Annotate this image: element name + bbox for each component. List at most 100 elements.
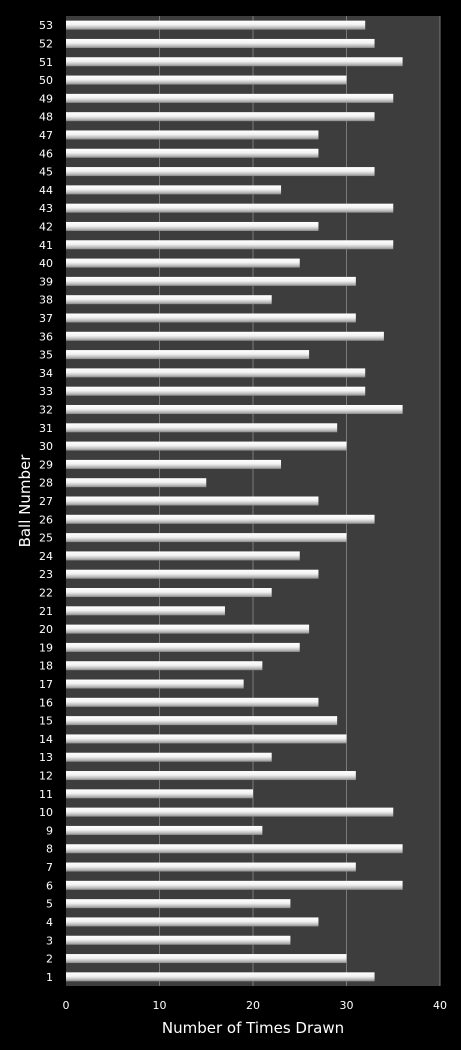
y-tick-label-53: 53 (39, 19, 53, 32)
y-tick-label-2: 2 (46, 953, 53, 966)
bar-ball-43 (66, 203, 394, 213)
bar-ball-20 (66, 624, 310, 634)
bar-ball-25 (66, 533, 347, 543)
bar-ball-12 (66, 771, 356, 781)
bar-ball-48 (66, 112, 375, 122)
y-tick-label-46: 46 (39, 147, 53, 160)
bar-ball-21 (66, 606, 225, 616)
y-tick-label-39: 39 (39, 275, 53, 288)
bar-ball-44 (66, 185, 282, 195)
x-tick-label-20: 20 (246, 999, 260, 1012)
bar-ball-2 (66, 954, 347, 964)
bar-ball-37 (66, 313, 356, 323)
x-tick-label-40: 40 (433, 999, 447, 1012)
bar-ball-19 (66, 642, 300, 652)
y-tick-label-50: 50 (39, 74, 53, 87)
y-tick-label-19: 19 (39, 641, 53, 654)
y-tick-label-16: 16 (39, 696, 53, 709)
bars (66, 20, 403, 982)
bar-ball-50 (66, 75, 347, 85)
x-tick-label-10: 10 (153, 999, 167, 1012)
y-tick-label-25: 25 (39, 532, 53, 545)
y-tick-label-34: 34 (39, 367, 53, 380)
y-tick-label-18: 18 (39, 660, 53, 673)
y-tick-label-21: 21 (39, 605, 53, 618)
y-tick-label-30: 30 (39, 440, 53, 453)
bar-ball-33 (66, 386, 366, 396)
y-tick-label-12: 12 (39, 770, 53, 783)
y-tick-label-6: 6 (46, 879, 53, 892)
y-tick-label-5: 5 (46, 898, 53, 911)
bar-ball-40 (66, 258, 300, 268)
bar-ball-52 (66, 38, 375, 48)
bar-ball-38 (66, 295, 272, 305)
y-tick-label-26: 26 (39, 513, 53, 526)
y-tick-label-47: 47 (39, 129, 53, 142)
y-tick-label-13: 13 (39, 751, 53, 764)
y-tick-label-9: 9 (46, 824, 53, 837)
bar-ball-29 (66, 459, 282, 469)
bar-ball-28 (66, 478, 207, 488)
bar-ball-26 (66, 514, 375, 524)
bar-ball-22 (66, 588, 272, 598)
y-tick-label-32: 32 (39, 403, 53, 416)
y-tick-label-42: 42 (39, 220, 53, 233)
y-tick-label-20: 20 (39, 623, 53, 636)
y-tick-label-33: 33 (39, 385, 53, 398)
y-tick-label-43: 43 (39, 202, 53, 215)
bar-ball-35 (66, 350, 310, 360)
bar-ball-46 (66, 148, 319, 158)
bar-ball-8 (66, 844, 403, 854)
y-tick-label-51: 51 (39, 56, 53, 69)
y-tick-label-36: 36 (39, 330, 53, 343)
bar-ball-30 (66, 441, 347, 451)
y-tick-label-22: 22 (39, 587, 53, 600)
y-tick-label-48: 48 (39, 111, 53, 124)
y-tick-label-17: 17 (39, 678, 53, 691)
bar-ball-11 (66, 789, 253, 799)
bar-ball-5 (66, 899, 291, 909)
y-tick-label-29: 29 (39, 458, 53, 471)
bar-ball-51 (66, 57, 403, 67)
bar-ball-6 (66, 880, 403, 890)
bar-ball-34 (66, 368, 366, 378)
bar-ball-47 (66, 130, 319, 140)
y-tick-label-28: 28 (39, 477, 53, 490)
bar-ball-42 (66, 221, 319, 231)
bar-ball-39 (66, 276, 356, 286)
bar-ball-45 (66, 167, 375, 177)
bar-ball-31 (66, 423, 338, 433)
y-tick-labels: 1234567891011121314151617181920212223242… (39, 19, 53, 984)
y-tick-label-44: 44 (39, 184, 53, 197)
y-tick-label-31: 31 (39, 422, 53, 435)
bar-ball-4 (66, 917, 319, 927)
bar-ball-49 (66, 93, 394, 103)
y-tick-label-4: 4 (46, 916, 53, 929)
y-tick-label-14: 14 (39, 733, 53, 746)
bar-ball-18 (66, 661, 263, 671)
x-tick-labels: 0 10 20 30 40 (63, 999, 448, 1012)
bar-ball-36 (66, 331, 384, 341)
bar-ball-24 (66, 551, 300, 561)
y-tick-label-11: 11 (39, 788, 53, 801)
y-tick-label-27: 27 (39, 495, 53, 508)
bar-ball-17 (66, 679, 244, 689)
bar-ball-14 (66, 734, 347, 744)
bar-ball-32 (66, 404, 403, 414)
bar-ball-53 (66, 20, 366, 30)
y-tick-label-52: 52 (39, 37, 53, 50)
bar-ball-15 (66, 716, 338, 726)
bar-ball-10 (66, 807, 394, 817)
x-tick-label-30: 30 (340, 999, 354, 1012)
bar-ball-41 (66, 240, 394, 250)
y-tick-label-24: 24 (39, 550, 53, 563)
y-tick-label-38: 38 (39, 294, 53, 307)
y-tick-label-45: 45 (39, 166, 53, 179)
bar-ball-9 (66, 825, 263, 835)
y-axis-title: Ball Number (16, 454, 34, 548)
y-tick-label-1: 1 (46, 971, 53, 984)
y-tick-label-8: 8 (46, 843, 53, 856)
y-tick-label-41: 41 (39, 239, 53, 252)
bar-ball-27 (66, 496, 319, 506)
